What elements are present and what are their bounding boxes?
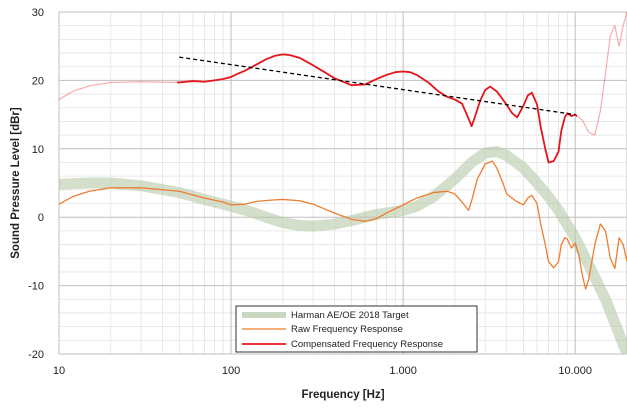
y-tick-label: 30 [32, 7, 44, 19]
x-tick-labels: 10 100 1.000 10.000 [53, 365, 592, 377]
trend-line [179, 56, 576, 116]
x-tick-label: 100 [222, 365, 240, 377]
x-tick-label: 10 [53, 365, 65, 377]
y-tick-label: -20 [28, 349, 44, 361]
x-axis-title: Frequency [Hz] [301, 389, 384, 401]
y-tick-label: -10 [28, 281, 44, 293]
raw-frequency-response-line [59, 160, 627, 290]
x-tick-label: 1.000 [389, 365, 417, 377]
legend-label-compensated-response: Compensated Frequency Response [291, 339, 443, 350]
series-layer [59, 12, 627, 354]
y-tick-labels: 30 20 10 0 -10 -20 [28, 7, 44, 361]
y-tick-label: 0 [38, 212, 44, 224]
compensated-frequency-response-line-faded-low [59, 81, 177, 101]
compensated-frequency-response-line [177, 53, 577, 164]
y-axis-title: Sound Pressure Level [dBr] [10, 107, 22, 259]
compensated-frequency-response-line-faded-high [577, 12, 627, 136]
x-tick-label: 10.000 [558, 365, 592, 377]
legend-label-harman-target: Harman AE/OE 2018 Target [291, 310, 409, 321]
y-tick-label: 10 [32, 144, 44, 156]
y-tick-label: 20 [32, 75, 44, 87]
legend-label-raw-response: Raw Frequency Response [291, 324, 403, 335]
legend: Harman AE/OE 2018 Target Raw Frequency R… [235, 305, 478, 353]
